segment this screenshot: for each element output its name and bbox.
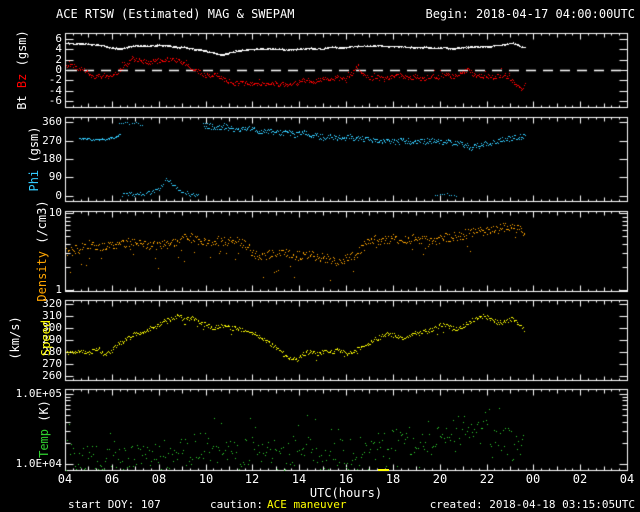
x-tick-label: 04 [57,472,73,486]
y-tick-label: 0 [55,63,62,76]
y-tick-label: -2 [48,73,62,86]
y-axis-label-part: Density [35,251,49,302]
y-axis-label-part: Temp [37,429,51,458]
y-axis-label-part: (/cm3) [35,200,49,251]
begin-timestamp: Begin: 2018-04-17 04:00:00UTC [425,7,635,21]
x-axis-title: UTC(hours) [309,486,383,500]
x-tick-label: 22 [479,472,495,486]
y-tick-label: 1.0E+04 [15,457,62,470]
y-tick-label: -6 [48,94,62,107]
y-tick-label: 90 [48,170,62,183]
x-tick-label: 16 [338,472,354,486]
x-tick-label: 12 [244,472,260,486]
caution-label: caution: [210,498,263,511]
y-tick-label: 320 [42,297,62,310]
y-tick-label: 4 [55,42,62,55]
y-axis-label-part: Bz [15,73,29,96]
y-axis-label: Bt Bz (gsm) [15,30,29,110]
y-axis-label-part: (gsm) [27,126,41,170]
x-tick-label: 18 [385,472,401,486]
y-tick-label: 180 [42,152,62,165]
y-tick-label: 2 [55,53,62,66]
y-tick-label: 6 [55,32,62,45]
y-tick-label: 1 [55,283,62,296]
y-axis-label-part: Phi [27,169,41,192]
y-axis-label: Density (/cm3) [35,200,49,301]
page-title: ACE RTSW (Estimated) MAG & SWEPAM [56,7,295,21]
y-axis-label-part: (K) [37,400,51,429]
y-tick-label: -4 [48,84,62,97]
x-tick-label: 02 [572,472,588,486]
y-tick-label: 1.0E+05 [15,387,62,400]
y-axis-label-part: (gsm) [15,30,29,74]
caution-value: ACE maneuver [267,498,347,511]
x-tick-label: 14 [291,472,307,486]
y-tick-label: 290 [42,333,62,346]
y-axis-label-part: Bt [15,95,29,110]
y-axis-label-part: (km/s) [8,316,22,360]
y-tick-label: 360 [42,115,62,128]
start-doy-label: start DOY: 107 [68,498,161,511]
y-tick-label: 10 [48,206,62,219]
x-tick-label: 20 [432,472,448,486]
y-tick-label: 280 [42,345,62,358]
x-tick-label: 08 [151,472,167,486]
y-tick-label: 310 [42,309,62,322]
y-axis-label-part: Speed [39,319,53,357]
x-tick-label: 10 [198,472,214,486]
y-tick-label: 270 [42,357,62,370]
x-tick-label: 04 [619,472,635,486]
ace-maneuver-marker [378,469,389,471]
y-tick-label: 260 [42,369,62,382]
created-timestamp: created: 2018-04-18 03:15:05UTC [429,498,635,511]
x-tick-label: 06 [104,472,120,486]
y-tick-label: 0 [55,189,62,202]
y-axis-label: Temp (K) [37,400,51,458]
y-tick-label: 300 [42,321,62,334]
y-tick-label: 270 [42,134,62,147]
y-axis-label: Phi (gsm) [27,126,41,191]
x-tick-label: 00 [525,472,541,486]
